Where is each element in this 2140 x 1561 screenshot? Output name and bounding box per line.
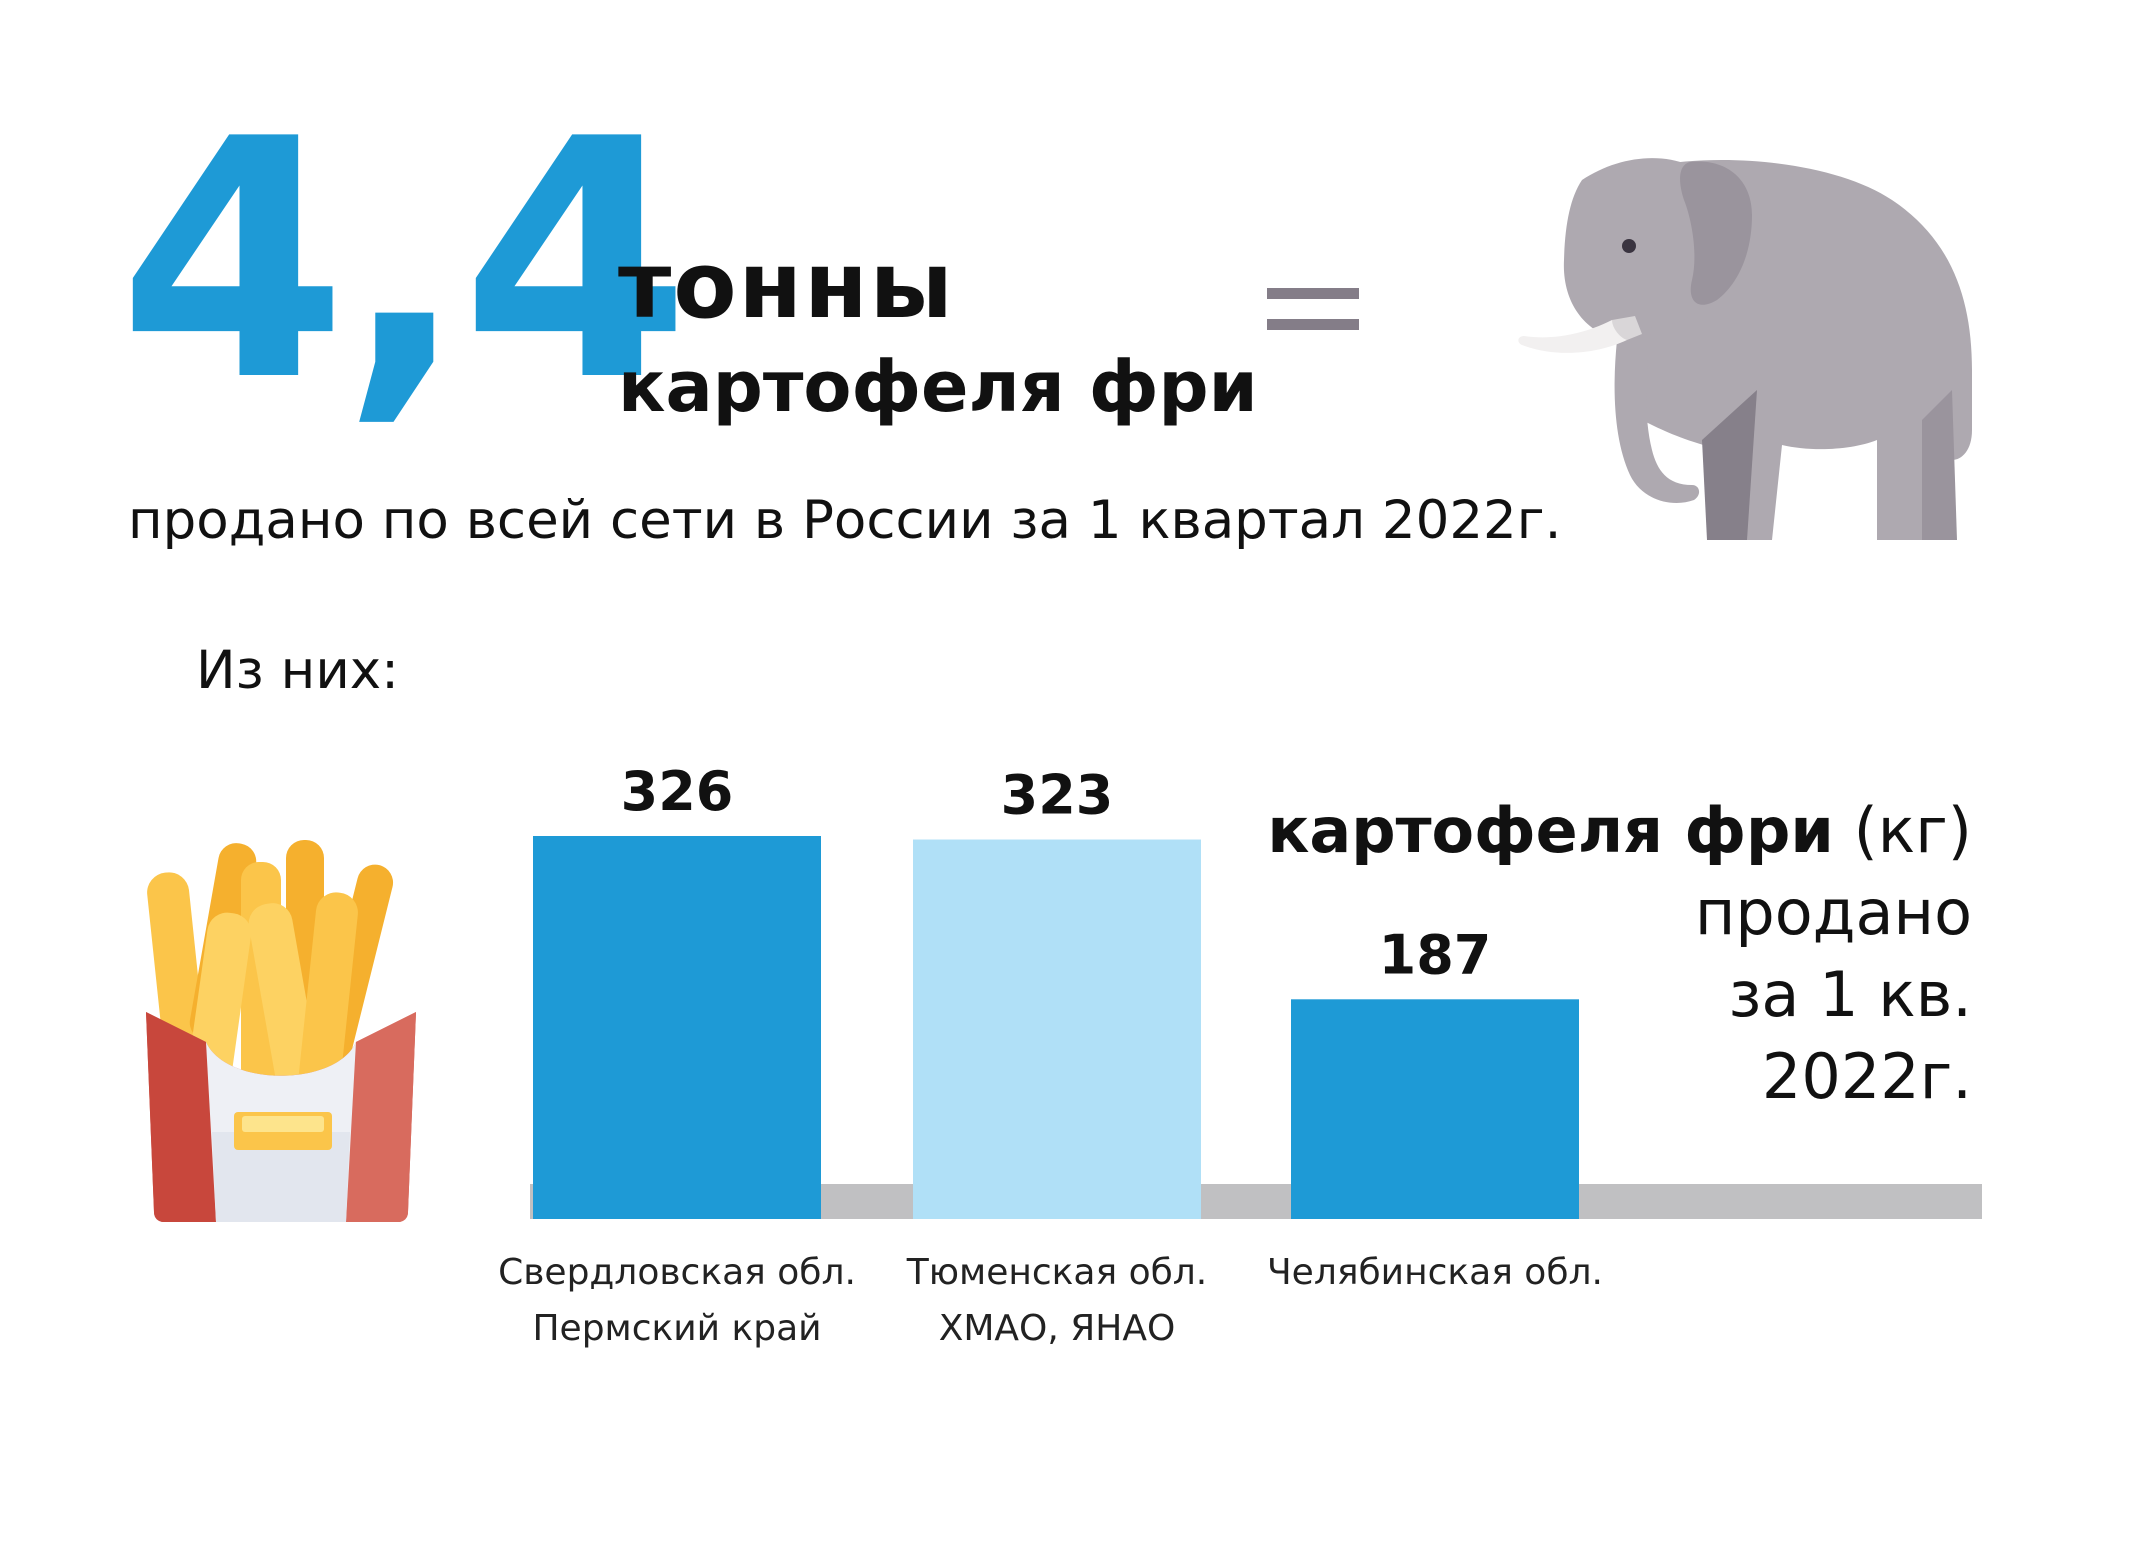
- category-label-2-line-1: Тюменская обл.: [906, 1252, 1208, 1293]
- labels-layer: 326 Свердловская обл. Пермский край 323 Тюме…: [498, 760, 1603, 1349]
- elephant-icon: [1518, 158, 1972, 540]
- caption-line-3: за 1 кв.: [1728, 958, 1972, 1031]
- french-fries-icon: [146, 840, 416, 1222]
- bar-value-label-3: 187: [1379, 923, 1492, 986]
- bar-value-label-1: 326: [621, 760, 734, 823]
- bar-1: [533, 836, 821, 1219]
- caption-line-4: 2022г.: [1761, 1040, 1972, 1113]
- bars-layer: [533, 836, 1579, 1219]
- unit-tonnes-label: тонны: [618, 232, 955, 339]
- subtitle: продано по всей сети в России за 1 кварт…: [128, 490, 1562, 551]
- chart-caption: картофеля фри (кг) продано за 1 кв. 2022…: [1267, 790, 1972, 1118]
- product-label: картофеля фри: [618, 346, 1258, 428]
- caption-line-2: продано: [1694, 876, 1972, 949]
- category-label-1-line-2: Пермский край: [532, 1308, 821, 1349]
- of-them-label: Из них:: [196, 640, 399, 701]
- bar-value-label-2: 323: [1001, 764, 1114, 827]
- caption-line-1: картофеля фри (кг): [1267, 790, 1972, 872]
- category-label-1-line-1: Свердловская обл.: [498, 1252, 856, 1293]
- equals-bar-bottom: [1267, 319, 1359, 330]
- category-label-3-line-1: Челябинская обл.: [1267, 1252, 1603, 1293]
- equals-bar-top: [1267, 288, 1359, 299]
- bar-2: [913, 839, 1201, 1219]
- category-label-2-line-2: ХМАО, ЯНАО: [939, 1308, 1176, 1349]
- total-tonnes-value: 4,4: [118, 69, 691, 453]
- caption-unit: (кг): [1853, 794, 1972, 867]
- caption-product: картофеля фри: [1267, 794, 1834, 867]
- equals-sign: [1267, 288, 1359, 330]
- bar-3: [1291, 999, 1579, 1219]
